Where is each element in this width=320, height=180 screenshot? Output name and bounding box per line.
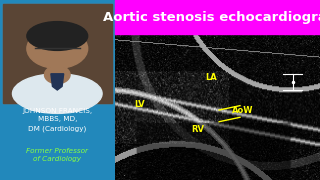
Ellipse shape: [27, 29, 88, 68]
Bar: [3, 4, 112, 103]
Text: Aortic stenosis echocardiogram: Aortic stenosis echocardiogram: [103, 11, 320, 24]
Bar: [3, 4, 112, 103]
Text: Former Professor
of Cardiology: Former Professor of Cardiology: [26, 148, 88, 162]
Text: AoW: AoW: [232, 106, 254, 115]
Polygon shape: [51, 74, 64, 90]
Bar: [115, 0, 320, 34]
Text: RV: RV: [191, 125, 204, 134]
Text: JOHNSON FRANCIS,
MBBS, MD,
DM (Cardiology): JOHNSON FRANCIS, MBBS, MD, DM (Cardiolog…: [22, 108, 92, 132]
Ellipse shape: [27, 22, 88, 50]
Bar: [0, 0, 115, 180]
Text: LV: LV: [134, 100, 145, 109]
Text: LA: LA: [205, 73, 217, 82]
Ellipse shape: [44, 66, 70, 84]
Ellipse shape: [12, 74, 102, 113]
